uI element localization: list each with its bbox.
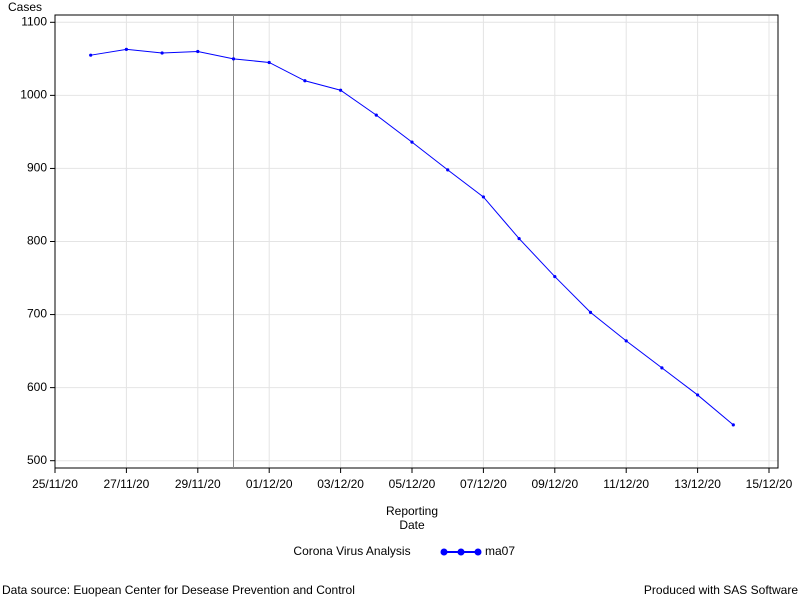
x-tick-label: 13/12/20 — [674, 477, 721, 491]
data-point — [588, 310, 593, 314]
legend-marker — [457, 548, 465, 556]
y-tick-label: 700 — [27, 307, 47, 321]
data-point — [731, 423, 735, 427]
data-point — [517, 236, 521, 241]
data-point — [446, 168, 450, 172]
x-tick-label: 25/11/20 — [32, 477, 78, 491]
data-point — [267, 60, 271, 65]
x-tick-label: 01/12/20 — [246, 477, 293, 491]
x-tick-label: 15/12/20 — [746, 477, 793, 491]
x-tick-label: 05/12/20 — [389, 477, 436, 491]
data-point — [124, 47, 128, 51]
y-tick-label: 1000 — [20, 88, 47, 102]
y-tick-label: 600 — [27, 380, 47, 394]
data-point — [624, 339, 628, 343]
data-point — [660, 366, 664, 370]
legend-marker — [440, 548, 448, 556]
x-tick-label: 03/12/20 — [317, 477, 364, 491]
data-point — [410, 140, 414, 144]
y-tick-label: 800 — [27, 234, 47, 248]
x-tick-label: 07/12/20 — [460, 477, 507, 491]
x-tick-label: 11/12/20 — [603, 477, 649, 491]
data-point — [160, 51, 164, 55]
x-tick-label: 27/11/20 — [103, 477, 149, 491]
x-axis-label: Reporting — [386, 504, 438, 518]
data-point — [481, 195, 485, 199]
data-point — [339, 88, 343, 92]
y-axis-label: Cases — [8, 0, 42, 14]
plot-frame — [54, 14, 779, 469]
data-point — [196, 49, 200, 54]
legend-label: ma07 — [485, 544, 515, 558]
legend-title: Corona Virus Analysis — [293, 544, 410, 558]
x-axis-label: Date — [399, 518, 425, 532]
data-point — [303, 79, 307, 83]
y-tick-label: 900 — [27, 161, 47, 175]
data-point — [696, 393, 700, 397]
y-tick-label: 500 — [27, 453, 47, 467]
footnote: Data source: Euopean Center for Desease … — [2, 583, 355, 597]
y-tick-label: 1100 — [21, 14, 47, 28]
x-tick-label: 29/11/20 — [175, 477, 221, 491]
x-tick-label: 09/12/20 — [531, 477, 578, 491]
data-point — [231, 57, 236, 61]
data-point — [374, 113, 378, 117]
data-point — [89, 53, 93, 57]
data-point — [553, 274, 557, 279]
legend-marker — [474, 548, 482, 556]
footnote: Produced with SAS Software — [644, 583, 798, 597]
